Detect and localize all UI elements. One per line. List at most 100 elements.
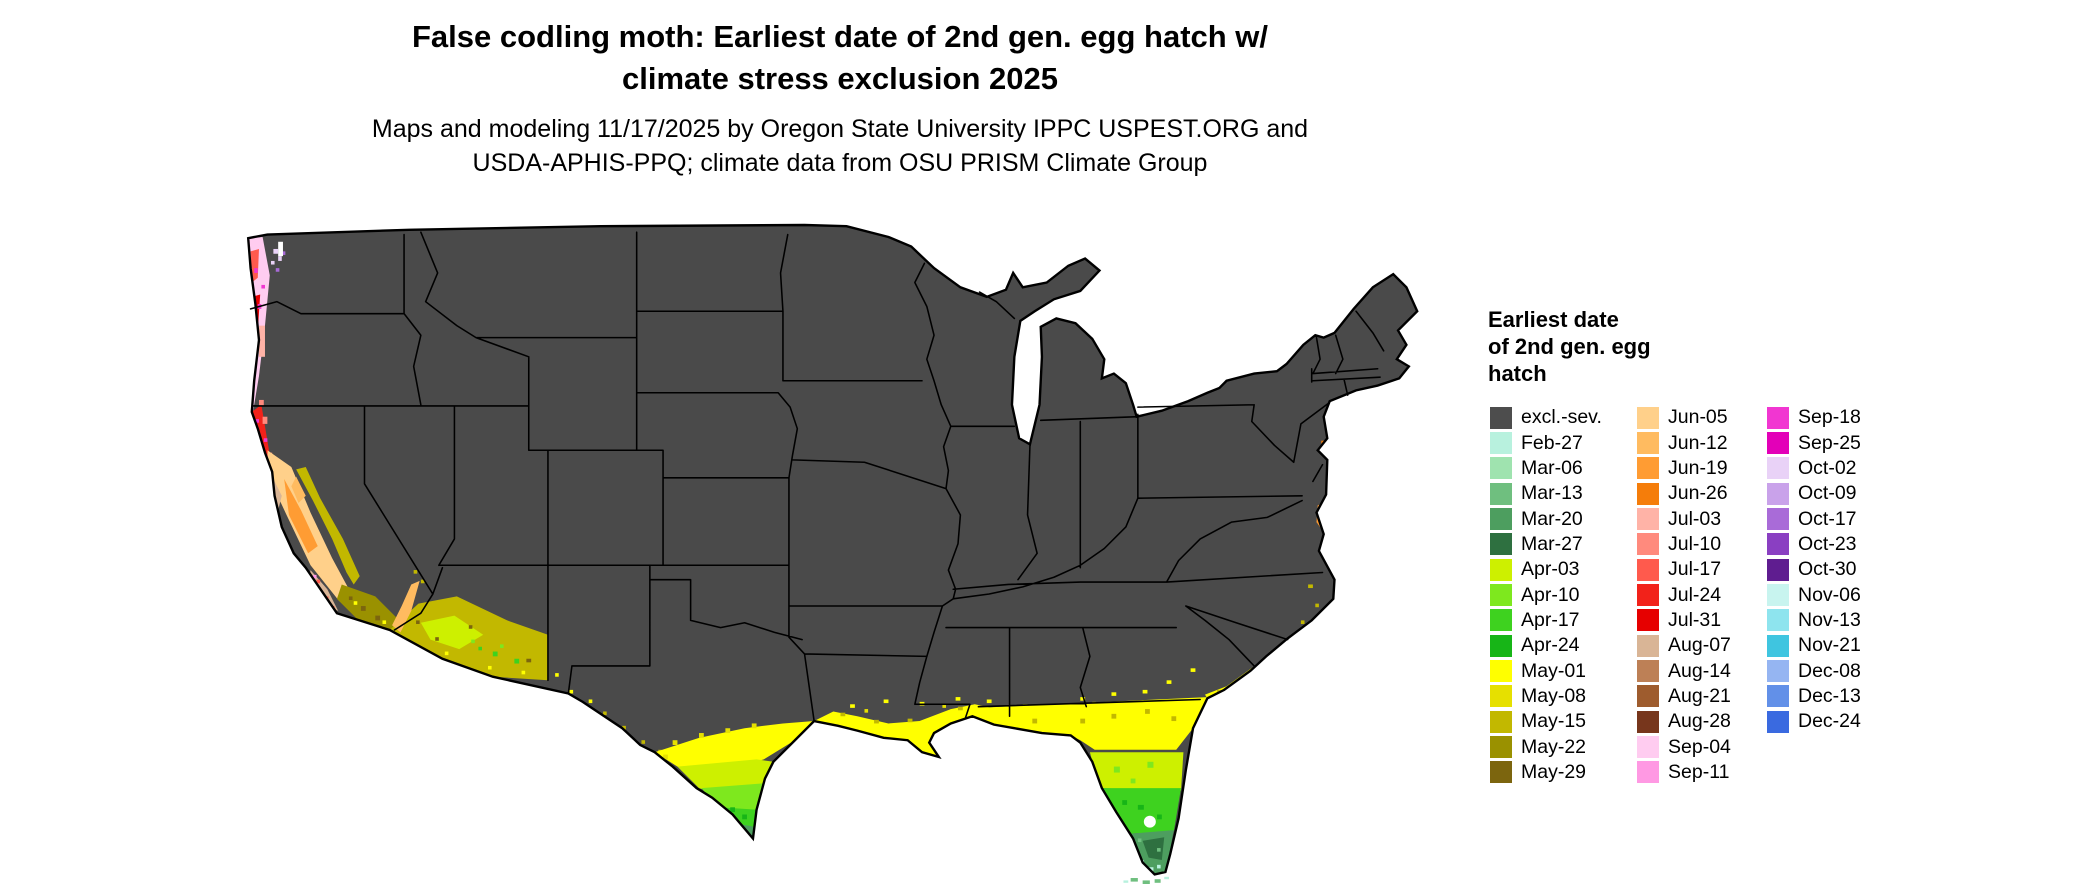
region-florida-medgreen-specks	[1137, 838, 1161, 852]
legend-item: Oct-09	[1767, 481, 1861, 506]
legend-columns: excl.-sev. Feb-27 Mar-06 Mar-13 Mar-20 M…	[1488, 405, 1928, 795]
legend-item: Feb-27	[1490, 430, 1602, 455]
legend-item: Dec-08	[1767, 658, 1861, 683]
legend-swatch	[1490, 634, 1512, 657]
legend-title-line-3: hatch	[1488, 361, 1547, 386]
legend-item-label: Mar-27	[1521, 532, 1583, 555]
legend-item-label: Dec-08	[1798, 659, 1861, 682]
legend-item-label: Jul-03	[1668, 507, 1722, 530]
legend-item-label: Oct-02	[1798, 456, 1857, 479]
legend-item: Sep-18	[1767, 405, 1861, 430]
legend-item-label: Nov-13	[1798, 608, 1861, 631]
legend-item-label: Sep-04	[1668, 735, 1731, 758]
legend-title-line-2: of 2nd gen. egg	[1488, 334, 1651, 359]
region-sierra-foothills-olive	[296, 467, 360, 585]
legend-swatch	[1637, 558, 1659, 581]
legend-swatch	[1490, 432, 1512, 455]
legend-swatch	[1490, 558, 1512, 581]
legend-swatch	[1490, 508, 1512, 531]
legend-item-label: May-08	[1521, 684, 1587, 707]
state-borders	[249, 231, 1385, 722]
map-base-excluded-region	[248, 225, 1418, 875]
legend-item-label: Sep-11	[1668, 760, 1730, 783]
region-florida-central-chartreuse	[1089, 752, 1184, 791]
legend-item: Nov-13	[1767, 608, 1861, 633]
legend-item-label: Nov-21	[1798, 634, 1861, 657]
legend-item: Dec-24	[1767, 709, 1861, 734]
legend-item: Mar-13	[1490, 481, 1602, 506]
legend-swatch	[1767, 508, 1789, 531]
florida-keys-green	[1130, 878, 1161, 884]
florida-keys-teal	[1123, 876, 1170, 883]
legend-column-2: Jun-05 Jun-12 Jun-19 Jun-26 Jul-03 Jul-1…	[1637, 405, 1731, 785]
legend-swatch	[1490, 710, 1512, 733]
legend-item: Oct-02	[1767, 456, 1861, 481]
map-panel	[241, 223, 1440, 884]
legend-swatch	[1490, 736, 1512, 759]
legend-swatch	[1637, 432, 1659, 455]
legend-item: Jul-10	[1637, 532, 1731, 557]
legend-swatch	[1767, 558, 1789, 581]
legend-title: Earliest date of 2nd gen. egg hatch	[1488, 306, 1928, 387]
legend-swatch	[1767, 584, 1789, 607]
legend-item-label: May-22	[1521, 735, 1587, 758]
legend-item: Apr-17	[1490, 608, 1602, 633]
legend-swatch	[1490, 685, 1512, 708]
title-line-2: climate stress exclusion 2025	[622, 61, 1058, 96]
legend-item-label: Aug-21	[1668, 684, 1731, 707]
region-florida-south-green	[1099, 788, 1182, 834]
region-socal-yellow-specks	[353, 601, 387, 624]
legend-item: Oct-17	[1767, 506, 1861, 531]
legend-swatch	[1637, 710, 1659, 733]
legend-swatch	[1637, 508, 1659, 531]
legend-swatch	[1490, 584, 1512, 607]
legend-swatch	[1490, 660, 1512, 683]
legend-item-label: Jul-24	[1668, 583, 1722, 606]
legend-item-label: Jul-31	[1668, 608, 1722, 631]
legend-item: Mar-27	[1490, 532, 1602, 557]
legend-item-label: Jun-12	[1668, 431, 1728, 454]
legend-item-label: Jul-10	[1668, 532, 1722, 555]
legend-item-label: Nov-06	[1798, 583, 1861, 606]
region-norcal-magenta-specks	[255, 419, 268, 442]
region-arizona-darkolive-specks	[416, 620, 532, 663]
legend-item: Nov-06	[1767, 582, 1861, 607]
legend-swatch	[1637, 482, 1659, 505]
legend-item: May-29	[1490, 760, 1602, 785]
legend-item: May-08	[1490, 684, 1602, 709]
legend-swatch	[1637, 609, 1659, 632]
region-puget-lavender-specks	[270, 248, 282, 265]
legend-item-label: May-15	[1521, 710, 1587, 733]
legend-swatch	[1490, 482, 1512, 505]
legend-swatch	[1767, 609, 1789, 632]
legend-item: Aug-28	[1637, 709, 1731, 734]
region-willamette-valley	[258, 325, 265, 357]
legend-swatch	[1767, 533, 1789, 556]
legend-item: Sep-25	[1767, 430, 1861, 455]
region-florida-tip-darkest	[1142, 837, 1165, 861]
region-florida-green-specks	[1122, 800, 1162, 820]
legend-item-label: Sep-18	[1798, 406, 1861, 429]
region-arizona-green-specks	[478, 646, 520, 664]
legend-item: Apr-24	[1490, 633, 1602, 658]
legend-item-label: Jun-05	[1668, 406, 1728, 429]
legend-item-label: Apr-17	[1521, 608, 1580, 631]
legend-swatch	[1767, 660, 1789, 683]
legend-swatch	[1637, 736, 1659, 759]
legend-item: May-15	[1490, 709, 1602, 734]
legend-item-label: Sep-25	[1798, 431, 1861, 454]
region-socal-darkolive-specks	[348, 596, 381, 621]
legend-item: Jun-05	[1637, 405, 1731, 430]
legend-item: Apr-03	[1490, 557, 1602, 582]
legend-swatch	[1637, 685, 1659, 708]
legend-item-label: Jun-26	[1668, 482, 1728, 505]
legend-item: excl.-sev.	[1490, 405, 1602, 430]
page-subtitle: Maps and modeling 11/17/2025 by Oregon S…	[0, 112, 1680, 180]
legend-column-1: excl.-sev. Feb-27 Mar-06 Mar-13 Mar-20 M…	[1490, 405, 1602, 785]
legend-item: Oct-23	[1767, 532, 1861, 557]
legend-item-label: Mar-13	[1521, 482, 1583, 505]
legend-item: Mar-06	[1490, 456, 1602, 481]
region-central-valley-orange	[284, 479, 318, 554]
region-central-valley-orange2	[291, 476, 306, 503]
legend-item: Aug-14	[1637, 658, 1731, 683]
